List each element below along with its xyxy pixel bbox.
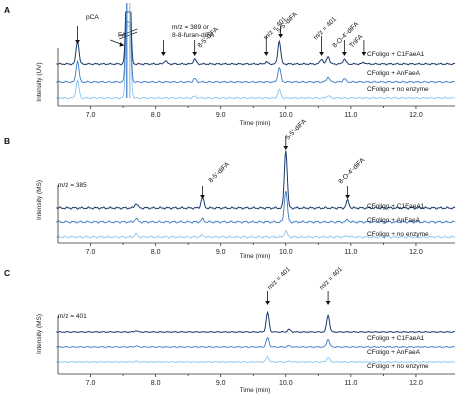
trace-b-anfaea [57, 190, 456, 224]
x-tick-label-c: 8.0 [151, 380, 161, 387]
panel-c-peak-markers [265, 291, 331, 305]
panel-b-traces [56, 150, 456, 239]
trace-c-c1faea1 [57, 310, 456, 334]
x-tick-label-c: 9.0 [216, 380, 226, 387]
ann-8-5-difa-b: 8-5'-diFA [207, 161, 231, 185]
trace-b-c1faea1 [57, 150, 456, 210]
x-tick-label-a: 8.0 [151, 112, 161, 119]
peak-arrowhead-a-5 [278, 34, 283, 38]
panel-a-peak-markers [75, 26, 367, 56]
x-tick-label-a: 10.0 [279, 112, 293, 119]
panel-a-xlabel: Time (min) [240, 120, 271, 127]
panel-c-traces [56, 310, 456, 363]
ann-pca: pCA [86, 14, 99, 21]
x-tick-label-c: 12.0 [409, 380, 423, 387]
x-tick-label-b: 11.0 [344, 249, 357, 256]
panel-a-legend-c1faea1: CFoligo + C1FaeA1 [367, 51, 425, 58]
panel-c-ylabel: Intensity (MS) [36, 314, 43, 354]
panel-c-legend-anfaea: CFoligo + AnFaeA [367, 349, 421, 356]
peak-arrowhead-b-2 [345, 195, 351, 199]
panel-b: B Intensity (MS) m/z = 385 7.0 8.0 9.0 10.0… [4, 118, 456, 260]
peak-arrowhead-b-0 [200, 195, 205, 199]
panel-c: C Intensity (MS) m/z = 401 7.0 8.0 9.0 10.0… [4, 266, 456, 394]
x-tick-label-a: 7.0 [86, 112, 96, 119]
x-tick-label-a: 12.0 [409, 112, 423, 119]
panel-a-letter: A [4, 5, 10, 15]
peak-arrowhead-b-1 [283, 146, 289, 150]
x-tick-label-b: 7.0 [86, 249, 96, 256]
panel-a-legend-noenzyme: CFoligo + no enzyme [367, 86, 429, 93]
trace-a-anfaea [57, 21, 456, 84]
panel-c-ticks: 7.0 8.0 9.0 10.0 11.0 12.0 [57, 316, 455, 387]
panel-c-annotations: m/z = 401 m/z = 401 [266, 266, 344, 292]
x-tick-label-c: 11.0 [344, 380, 357, 387]
peak-arrowhead-a-2 [161, 52, 166, 56]
panel-b-legend-anfaea: CFoligo + AnFaeA [367, 217, 421, 224]
panel-a-ylabel: Intensity (UV) [36, 62, 43, 101]
trace-a-noenzyme [57, 25, 456, 100]
panel-c-legend: CFoligo + C1FaeA1 CFoligo + AnFaeA CFoli… [367, 335, 429, 370]
ann-trifa: TriFA [348, 33, 364, 49]
panel-c-letter: C [4, 268, 10, 278]
x-tick-label-b: 10.0 [279, 249, 293, 256]
peak-arrowhead-a-7 [341, 52, 347, 56]
ann-mz401-c2: m/z = 401 [318, 266, 344, 292]
x-tick-label-b: 12.0 [409, 249, 423, 256]
peak-arrowhead-a-0 [75, 40, 80, 44]
ann-mz401-c1: m/z = 401 [266, 266, 292, 292]
fa-break-mark-2 [119, 31, 138, 40]
ann-mz401-a2: m/z = 401 [312, 16, 338, 42]
peak-arrowhead-a-3 [192, 52, 198, 56]
panel-b-legend-noenzyme: CFoligo + no enzyme [367, 231, 429, 238]
panel-b-letter: B [4, 136, 10, 146]
ann-5-5-difa-b: 5-5'-diFA [284, 118, 308, 142]
panel-c-legend-noenzyme: CFoligo + no enzyme [367, 363, 429, 370]
panel-a-traces [56, 3, 456, 100]
panel-a-annotations: pCA FA m/z = 389 or 8-8-furan-diFA 8-5'-… [86, 11, 365, 50]
peak-arrowhead-c-1 [325, 301, 331, 305]
trace-c-anfaea [57, 336, 456, 348]
panel-c-legend-c1faea1: CFoligo + C1FaeA1 [367, 335, 425, 342]
ann-mz389: m/z = 389 or [172, 24, 210, 31]
panel-b-ylabel: Intensity (MS) [36, 180, 43, 220]
ann-8-o-4-difa-b: 8-O-4'-diFA [337, 156, 366, 185]
x-tick-label-c: 10.0 [279, 380, 293, 387]
panel-a-ticks: 7.0 8.0 9.0 10.0 11.0 12.0 [57, 48, 455, 119]
panel-b-ticks: 7.0 8.0 9.0 10.0 11.0 12.0 [57, 185, 455, 256]
x-tick-label-b: 8.0 [151, 249, 161, 256]
x-tick-label-c: 7.0 [86, 380, 96, 387]
panel-b-legend-c1faea1: CFoligo + C1FaeA1 [367, 203, 425, 210]
x-tick-label-a: 11.0 [344, 112, 357, 119]
x-tick-label-a: 9.0 [216, 112, 226, 119]
trace-c-noenzyme [57, 355, 456, 363]
panel-b-xlabel: Time (min) [240, 253, 271, 260]
trace-a-c1faea1 [58, 11, 456, 66]
peak-arrowhead-a-6 [319, 52, 324, 56]
peak-arrowhead-a-8 [361, 52, 367, 56]
fa-arrowhead [119, 42, 125, 47]
panel-a-legend-anfaea: CFoligo + AnFaeA [367, 70, 421, 77]
panel-a-legend: CFoligo + C1FaeA1 CFoligo + AnFaeA CFoli… [367, 51, 429, 93]
peak-arrowhead-a-4 [263, 52, 269, 56]
panel-c-xlabel: Time (min) [240, 387, 271, 394]
panel-b-mz-label: m/z = 385 [58, 182, 87, 189]
ann-fa: FA [118, 32, 127, 39]
fa-break-mark-1 [119, 28, 138, 37]
x-tick-label-b: 9.0 [216, 249, 226, 256]
trace-b-noenzyme [57, 230, 456, 239]
panel-b-legend: CFoligo + C1FaeA1 CFoligo + AnFaeA CFoli… [367, 203, 429, 238]
peak-arrowhead-c-0 [265, 301, 270, 305]
panel-a: A Intensity (UV) 7.0 8.0 9.0 10.0 11.0 12.0 T… [4, 3, 456, 127]
panel-b-peak-markers [200, 136, 351, 199]
ann-furan-difa: 8-8-furan-diFA [172, 32, 215, 39]
panel-c-mz-label: m/z = 401 [58, 313, 87, 320]
